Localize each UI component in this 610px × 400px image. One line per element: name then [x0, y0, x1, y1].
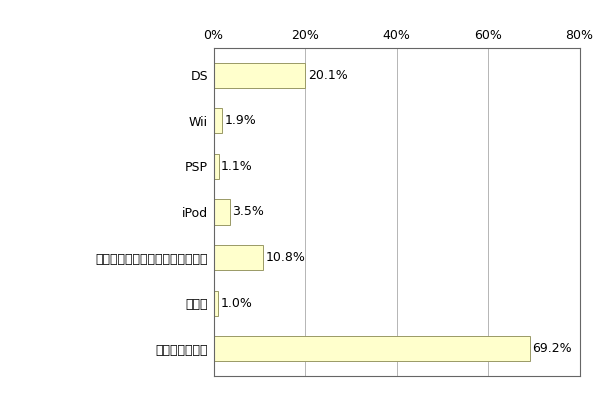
Bar — [214, 154, 218, 179]
Bar — [214, 290, 218, 316]
Text: 1.1%: 1.1% — [221, 160, 253, 173]
Text: 69.2%: 69.2% — [533, 342, 572, 355]
Bar — [214, 63, 306, 88]
Bar — [214, 336, 530, 361]
Text: 1.9%: 1.9% — [224, 114, 256, 128]
Text: 10.8%: 10.8% — [265, 251, 305, 264]
Bar — [214, 200, 229, 224]
Text: 3.5%: 3.5% — [232, 206, 264, 218]
Bar — [214, 108, 222, 134]
Text: 20.1%: 20.1% — [308, 69, 348, 82]
Text: 1.0%: 1.0% — [220, 296, 253, 310]
Bar — [214, 245, 263, 270]
